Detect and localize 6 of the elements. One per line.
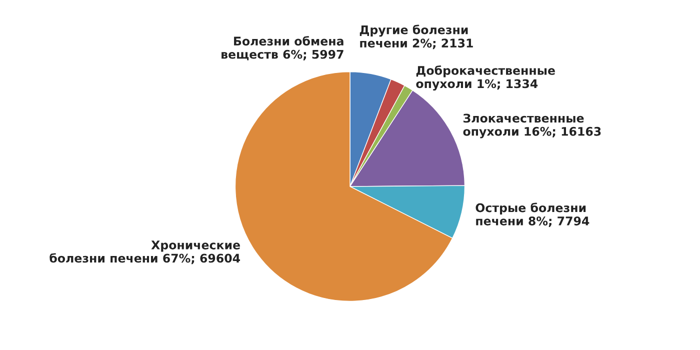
slice-label: Хронические болезни печени 67%; 69604 xyxy=(50,240,240,264)
slice-label: Другие болезни печени 2%; 2131 xyxy=(360,24,473,50)
slice-label: Острые болезни печени 8%; 7794 xyxy=(476,202,590,227)
slice-label: Болезни обмена веществ 6%; 5997 xyxy=(222,36,344,60)
slice-label: Доброкачественные опухоли 1%; 1334 xyxy=(416,65,555,91)
slice-label: Злокачественные опухоли 16%; 16163 xyxy=(463,114,601,138)
